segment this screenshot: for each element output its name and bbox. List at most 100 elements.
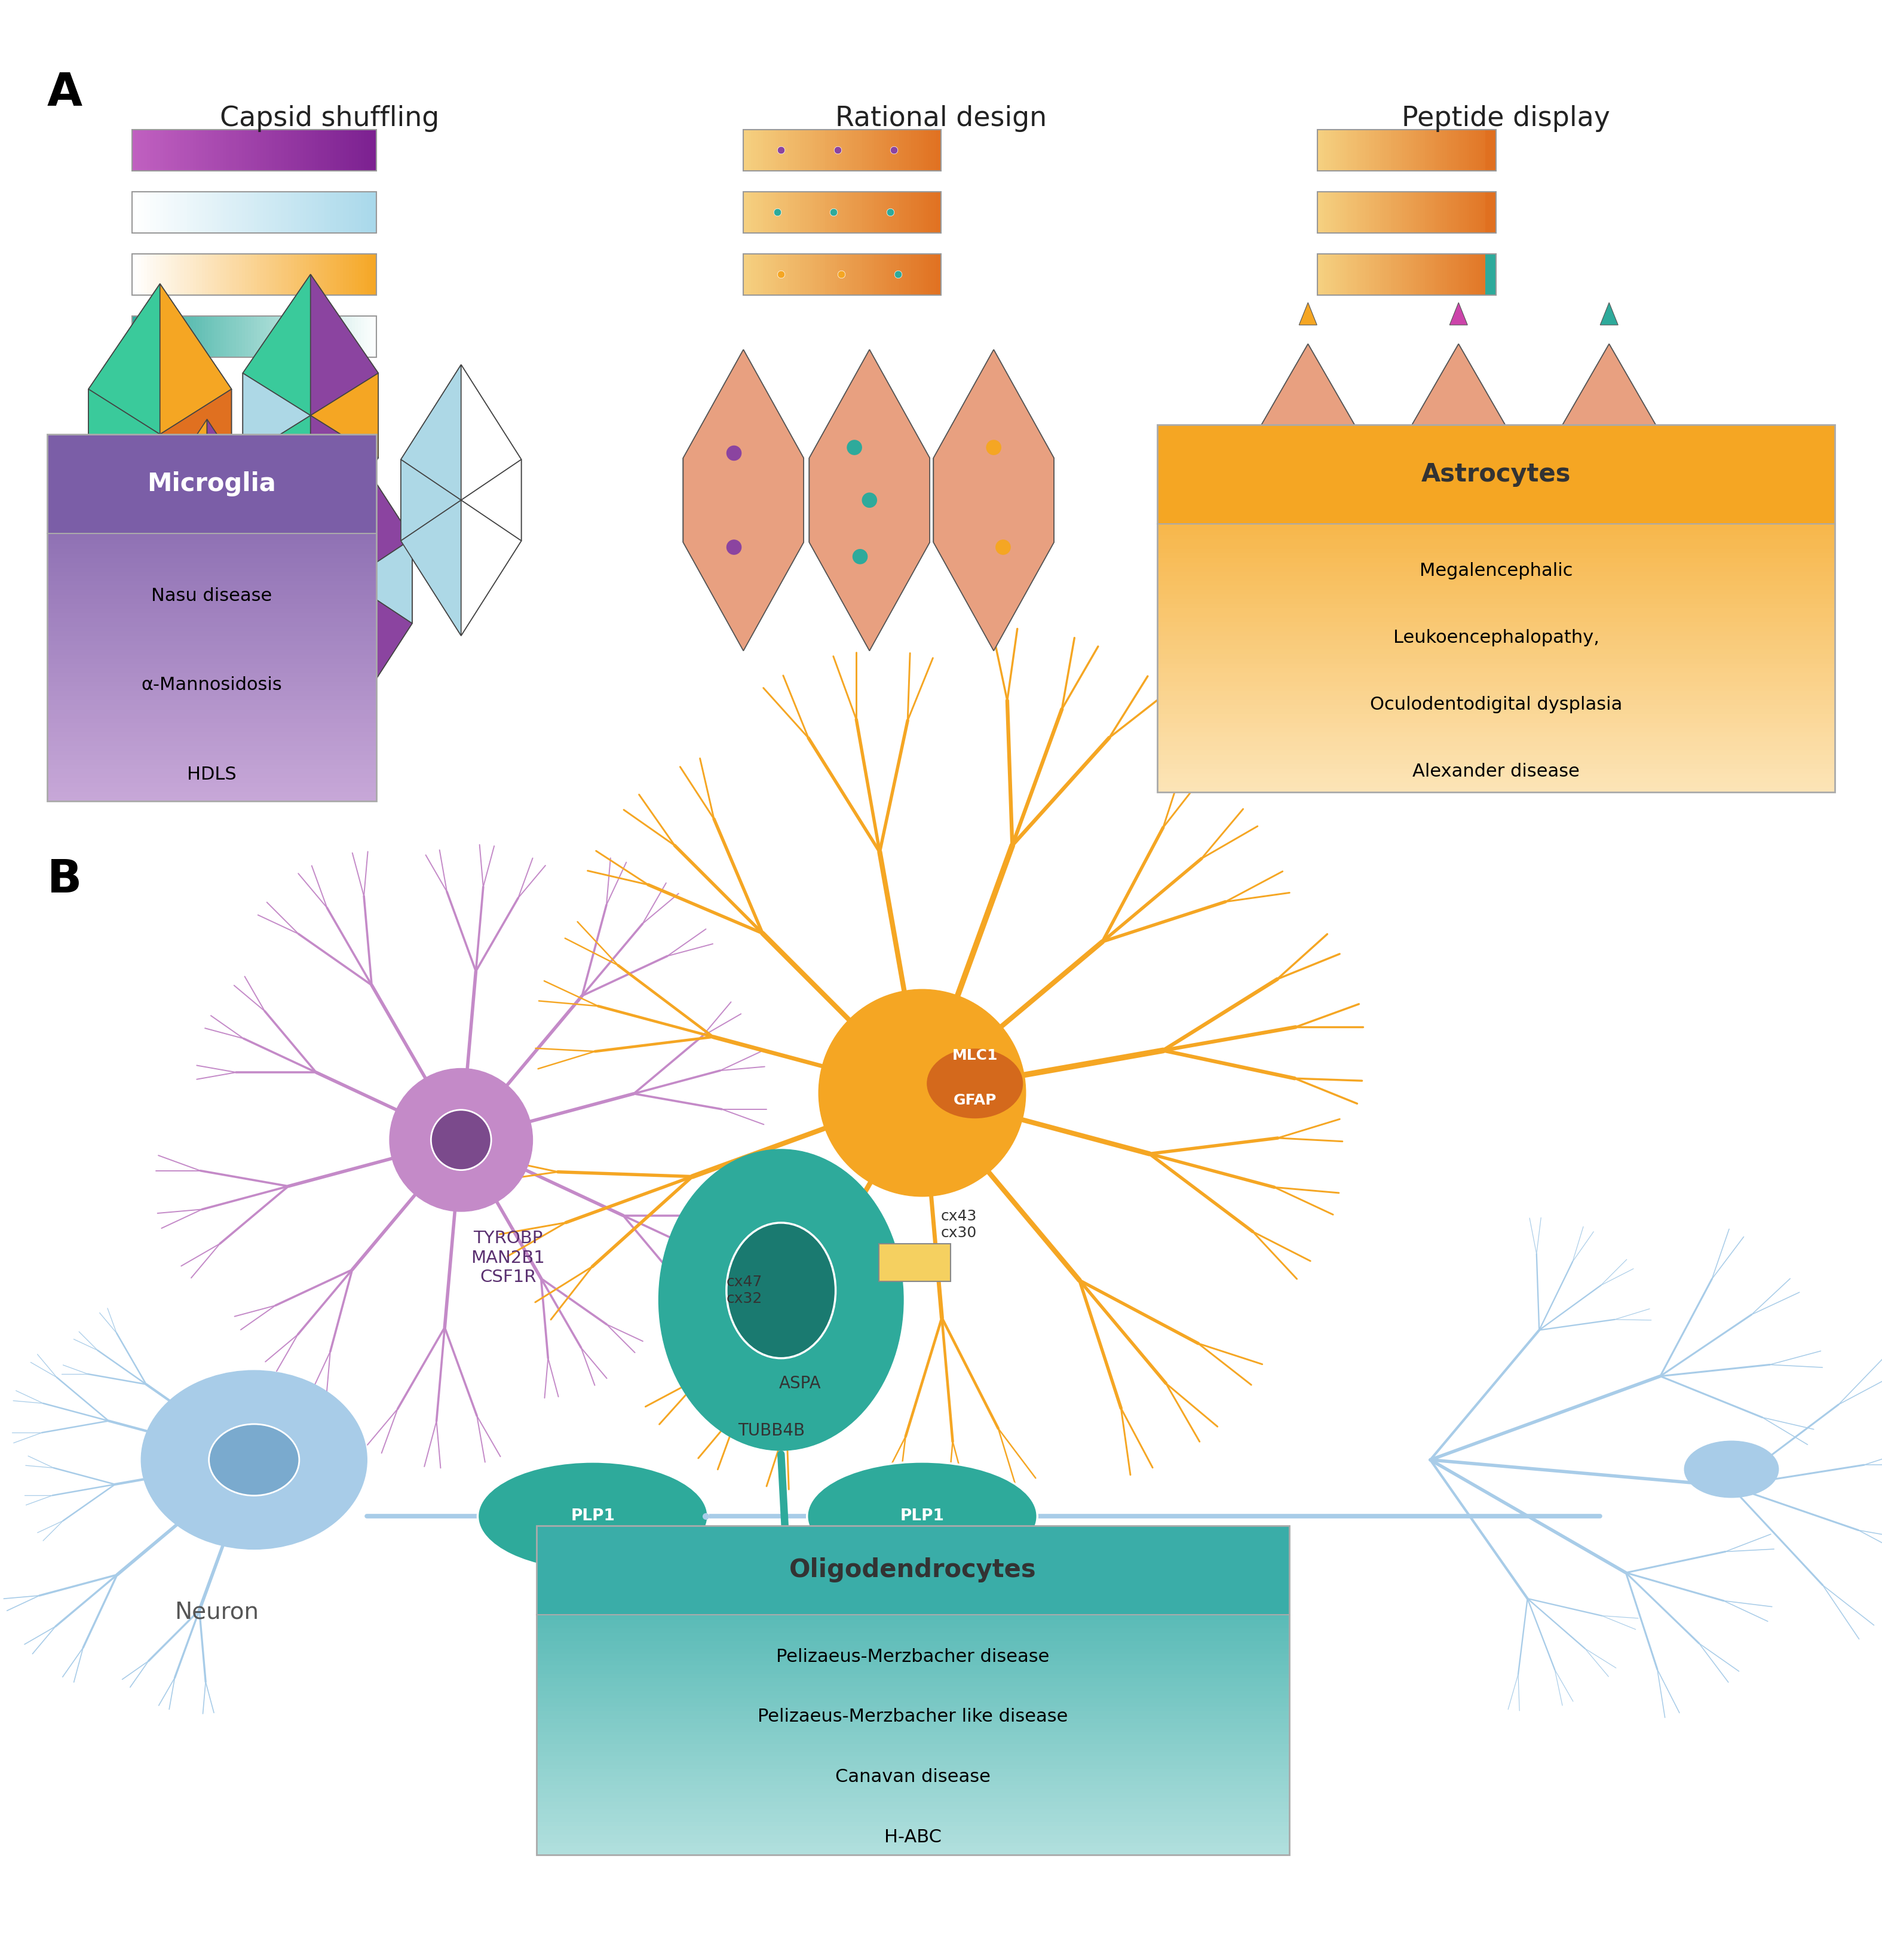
Bar [1376,129,1378,171]
Polygon shape [869,459,930,651]
Bar [333,129,337,171]
Bar [1438,192,1440,233]
Bar [235,316,239,357]
Bar [279,316,282,357]
Bar [145,129,147,171]
Bar [760,192,764,233]
Bar [1157,737,1835,741]
Bar [309,253,312,296]
Bar [260,129,263,171]
Bar [371,129,373,171]
Bar [324,316,327,357]
Bar [843,129,845,171]
Bar [47,443,376,449]
Bar [245,129,248,171]
Bar [192,129,196,171]
Bar [536,1584,1289,1588]
Bar [751,192,753,233]
Text: Oculodentodigital dysplasia: Oculodentodigital dysplasia [1370,696,1622,713]
Bar [1385,253,1387,296]
Bar [777,129,781,171]
Polygon shape [348,539,412,623]
Bar [1381,253,1385,296]
Bar [269,192,273,233]
Bar [184,253,186,296]
Bar [853,192,854,233]
Text: A: A [47,71,83,116]
Bar [367,192,371,233]
Bar [1340,253,1342,296]
Bar [47,696,376,700]
Bar [856,129,860,171]
Bar [1391,192,1393,233]
Bar [1440,192,1442,233]
Bar [815,253,817,296]
Bar [47,737,376,741]
Bar [909,192,911,233]
Bar [877,129,879,171]
Bar [371,253,373,296]
Bar [1389,192,1391,233]
Bar [536,1838,1289,1842]
Bar [47,545,376,549]
Bar [1447,129,1449,171]
Bar [1393,192,1396,233]
Bar [141,316,145,357]
Bar [1157,723,1835,727]
Bar [1157,600,1835,604]
Polygon shape [1395,343,1459,541]
Bar [805,129,807,171]
Bar [875,129,877,171]
Bar [1325,192,1327,233]
Bar [536,1703,1289,1707]
Bar [346,253,348,296]
Bar [770,253,774,296]
Bar [352,253,356,296]
Bar [160,192,162,233]
Bar [162,129,166,171]
Bar [760,253,764,296]
Bar [1317,253,1319,296]
Bar [1494,192,1496,233]
Ellipse shape [1684,1441,1778,1497]
Bar [181,316,184,357]
Bar [1460,129,1462,171]
Bar [862,253,864,296]
Bar [764,192,766,233]
Bar [536,1525,1289,1531]
Bar [753,129,757,171]
Bar [1346,192,1349,233]
Bar [258,253,260,296]
Bar [160,316,162,357]
Bar [894,129,896,171]
Bar [201,129,205,171]
Bar [331,316,333,357]
Bar [751,129,753,171]
Bar [275,253,279,296]
Bar [254,316,258,357]
Bar [284,129,288,171]
Bar [169,129,171,171]
Bar [318,253,322,296]
Bar [536,1740,1289,1744]
Bar [1157,782,1835,788]
Bar [536,1558,1289,1562]
Bar [749,192,751,233]
Bar [836,253,837,296]
Bar [47,549,376,553]
Bar [218,253,220,296]
Bar [177,192,181,233]
Bar [205,316,209,357]
Bar [924,192,926,233]
Circle shape [847,441,862,455]
Bar [175,129,177,171]
Bar [288,316,290,357]
Bar [918,129,922,171]
Bar [160,253,162,296]
Bar [141,192,145,233]
Bar [47,504,376,508]
Bar [269,316,273,357]
Bar [821,253,822,296]
Bar [356,316,358,357]
Bar [181,253,184,296]
